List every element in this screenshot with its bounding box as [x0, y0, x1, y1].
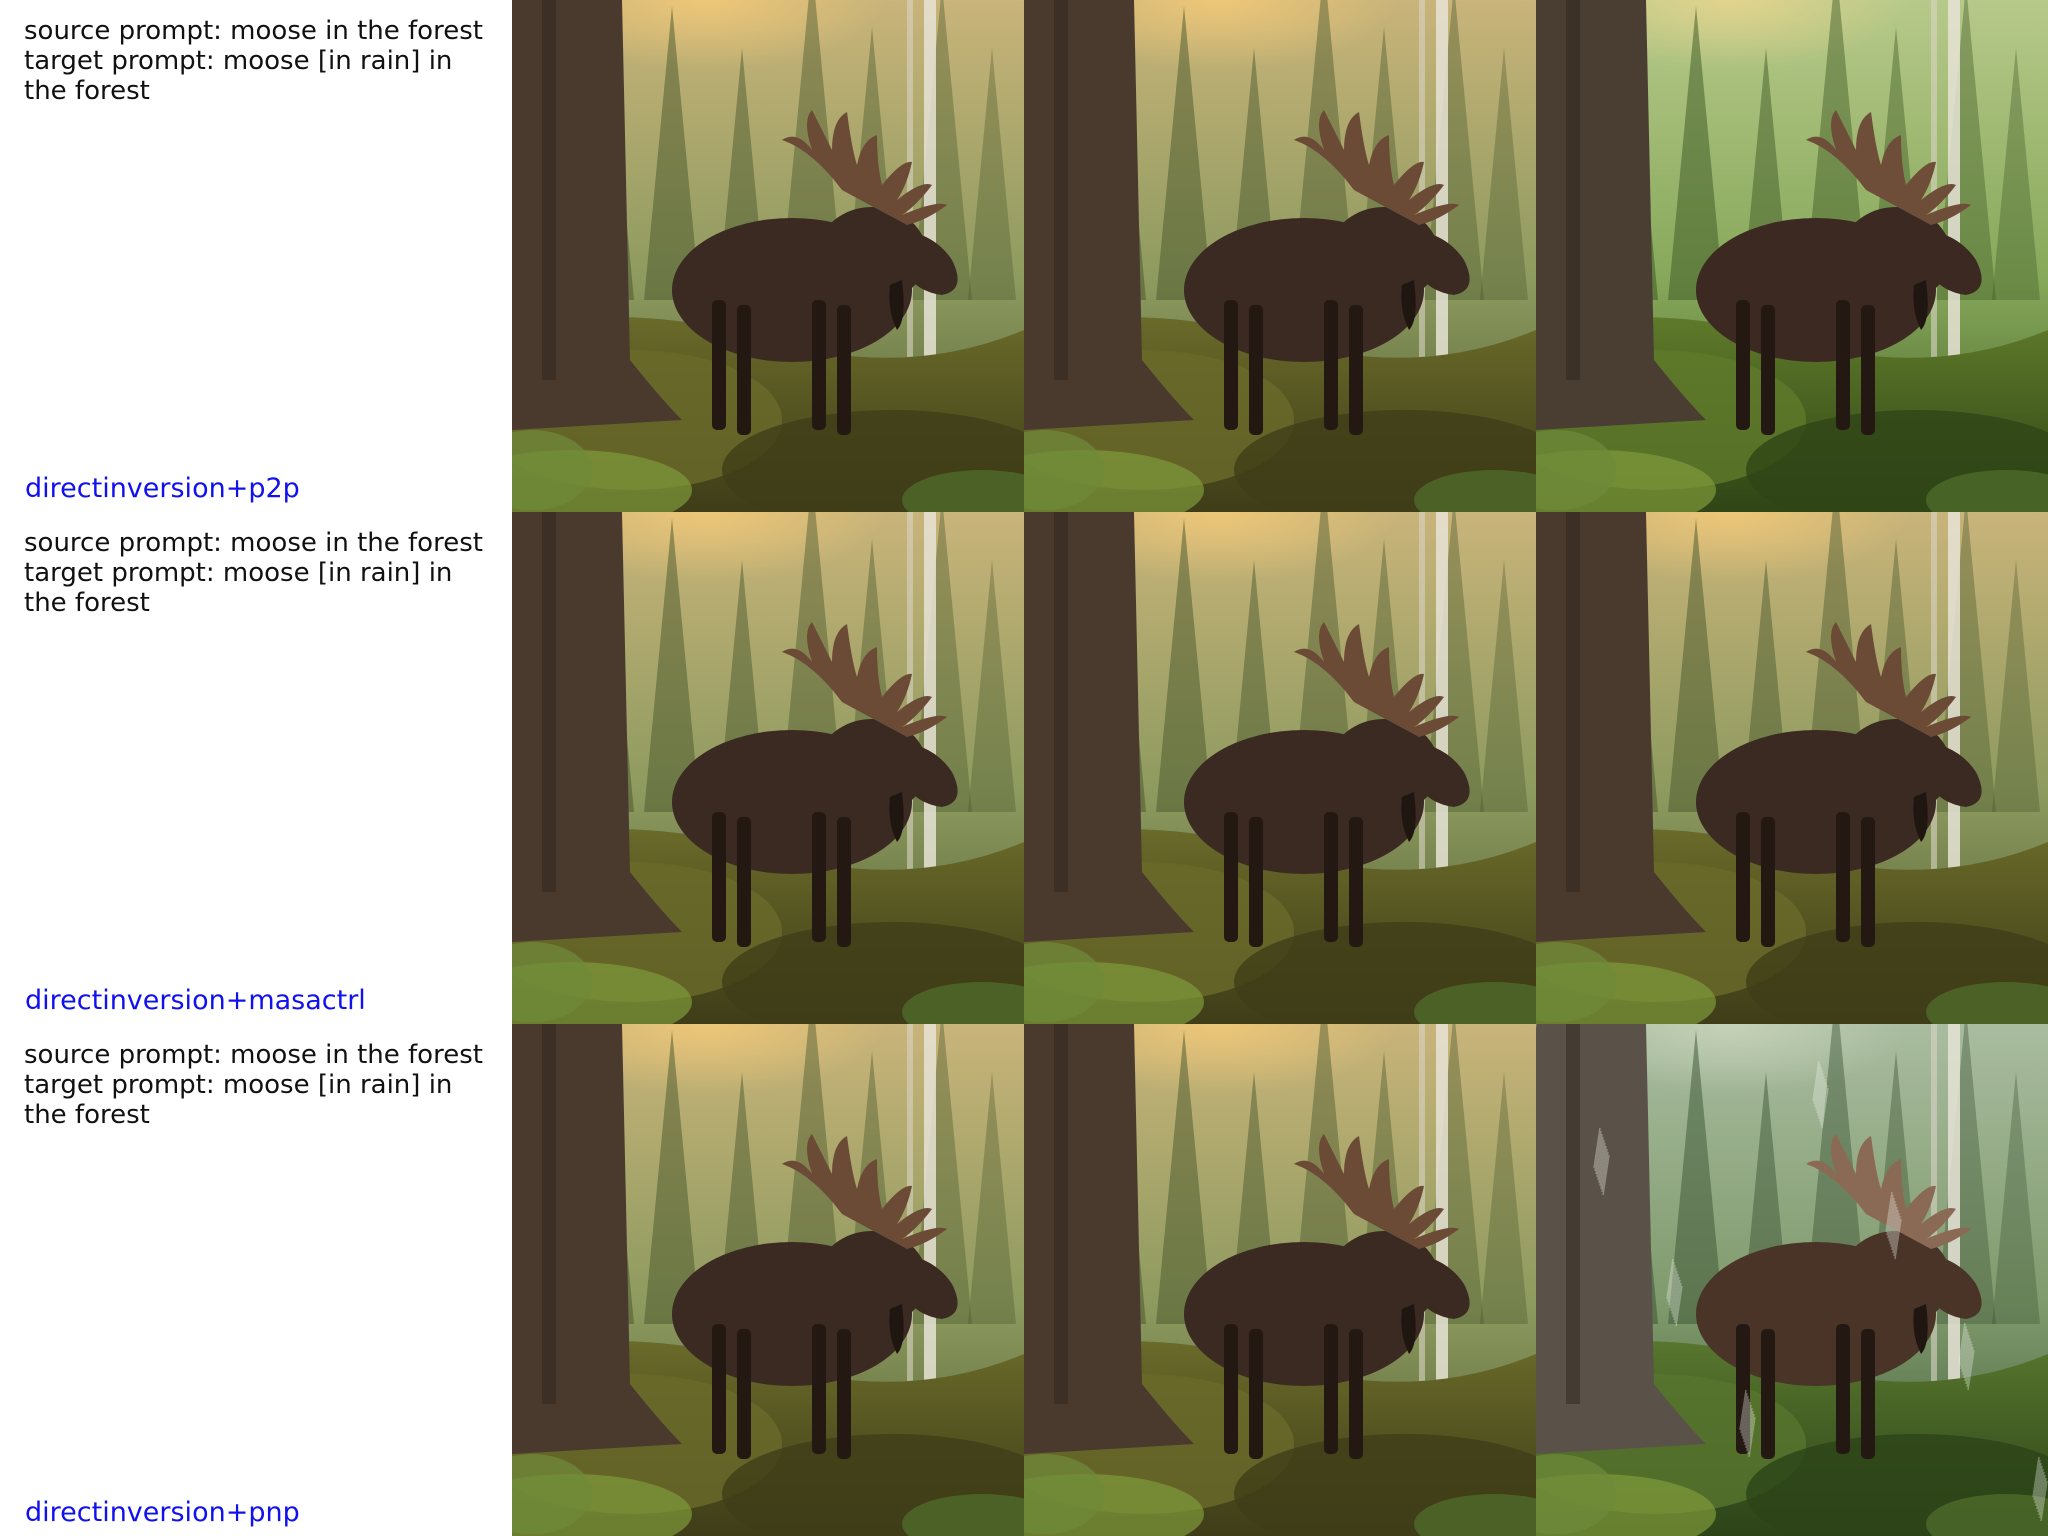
source-prompt: source prompt: moose in the forest: [24, 1040, 483, 1070]
method-label: directinversion+p2p: [25, 473, 300, 504]
reconstruction-image: [1024, 1024, 1536, 1536]
moose: [672, 110, 958, 435]
prompt-text: source prompt: moose in the forest targe…: [24, 16, 494, 106]
moose: [672, 1134, 958, 1459]
reconstruction-image: [1024, 512, 1536, 1024]
moose-forest-photo: [1024, 512, 1536, 1024]
prompt-text: source prompt: moose in the forest targe…: [24, 528, 494, 618]
moose-forest-photo: [512, 0, 1024, 512]
moose: [1184, 1134, 1470, 1459]
target-prompt: target prompt: moose [in rain] in the fo…: [24, 558, 453, 618]
moose: [1696, 110, 1982, 435]
caption-panel: source prompt: moose in the forest targe…: [0, 512, 512, 1024]
moose-forest-photo: [1536, 512, 2048, 1024]
comparison-row: source prompt: moose in the forest targe…: [0, 0, 2048, 512]
moose-antlers: [1294, 1134, 1459, 1249]
moose-forest-photo: [512, 1024, 1024, 1536]
moose-antlers: [1294, 110, 1459, 225]
caption-panel: source prompt: moose in the forest targe…: [0, 1024, 512, 1536]
moose: [1184, 110, 1470, 435]
comparison-row: source prompt: moose in the forest targe…: [0, 1024, 2048, 1536]
method-label: directinversion+pnp: [25, 1497, 300, 1528]
moose-antlers: [1806, 622, 1971, 737]
source-prompt: source prompt: moose in the forest: [24, 16, 483, 46]
moose-antlers: [1806, 1134, 1971, 1249]
target-prompt: target prompt: moose [in rain] in the fo…: [24, 46, 453, 106]
moose: [672, 622, 958, 947]
edited-image: [1536, 1024, 2048, 1536]
rain-streaks: [1536, 1024, 2048, 1522]
reconstruction-image: [1024, 0, 1536, 512]
source-image: [512, 512, 1024, 1024]
moose-forest-photo: [512, 512, 1024, 1024]
target-prompt: target prompt: moose [in rain] in the fo…: [24, 1070, 453, 1130]
moose-antlers: [782, 622, 947, 737]
moose-antlers: [1294, 622, 1459, 737]
moose-antlers: [782, 110, 947, 225]
prompt-text: source prompt: moose in the forest targe…: [24, 1040, 494, 1130]
comparison-row: source prompt: moose in the forest targe…: [0, 512, 2048, 1024]
moose-antlers: [1806, 110, 1971, 225]
source-image: [512, 0, 1024, 512]
caption-panel: source prompt: moose in the forest targe…: [0, 0, 512, 512]
moose: [1184, 622, 1470, 947]
moose-forest-photo: [1024, 1024, 1536, 1536]
method-label: directinversion+masactrl: [25, 985, 366, 1016]
edited-image: [1536, 512, 2048, 1024]
moose: [1696, 622, 1982, 947]
moose-forest-photo: [1536, 0, 2048, 512]
edited-image: [1536, 0, 2048, 512]
moose-forest-photo: [1024, 0, 1536, 512]
moose-forest-photo: [1536, 1024, 2048, 1536]
moose: [1696, 1134, 1982, 1459]
source-image: [512, 1024, 1024, 1536]
moose-antlers: [782, 1134, 947, 1249]
source-prompt: source prompt: moose in the forest: [24, 528, 483, 558]
